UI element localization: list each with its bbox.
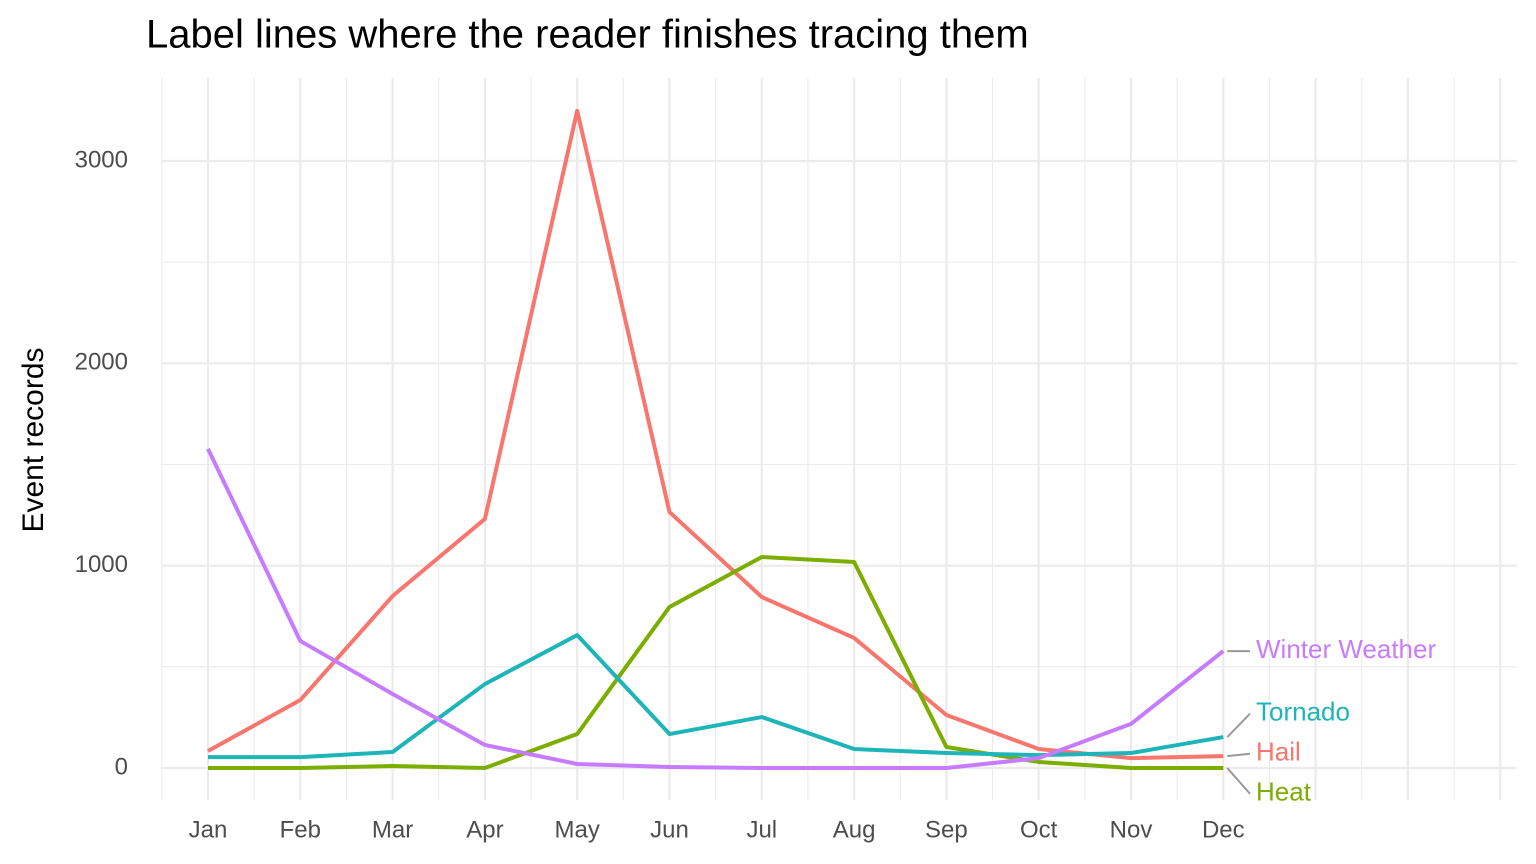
x-tick-label: Jan	[189, 816, 228, 843]
x-tick-label: Oct	[1020, 816, 1058, 843]
x-tick-label: Mar	[372, 816, 413, 843]
y-tick-label: 3000	[75, 146, 128, 173]
x-tick-label: Aug	[833, 816, 876, 843]
y-axis-label: Event records	[17, 347, 50, 532]
y-tick-label: 1000	[75, 551, 128, 578]
line	[206, 448, 1225, 771]
x-tick-label: Nov	[1110, 816, 1153, 843]
x-tick-label: Jun	[650, 816, 689, 843]
x-tick-label: Apr	[466, 816, 503, 843]
line	[208, 633, 1224, 760]
x-tick-label: Jul	[746, 816, 777, 843]
line-label: Winter Weather	[1256, 634, 1436, 664]
x-tick-label: Feb	[280, 816, 321, 843]
x-tick-label: Dec	[1202, 816, 1245, 843]
x-tick-label: Sep	[925, 816, 968, 843]
y-tick-label: 0	[115, 753, 128, 780]
line-label: Hail	[1256, 737, 1301, 767]
line-label: Heat	[1256, 777, 1312, 807]
label-leader	[1227, 752, 1251, 758]
label-leader	[1226, 767, 1251, 795]
line	[208, 554, 1224, 771]
chart-title: Label lines where the reader finishes tr…	[146, 13, 1029, 57]
y-tick-label: 2000	[75, 349, 128, 376]
line-label: Tornado	[1256, 697, 1350, 727]
x-tick-label: May	[555, 816, 600, 843]
label-leader	[1226, 713, 1251, 738]
